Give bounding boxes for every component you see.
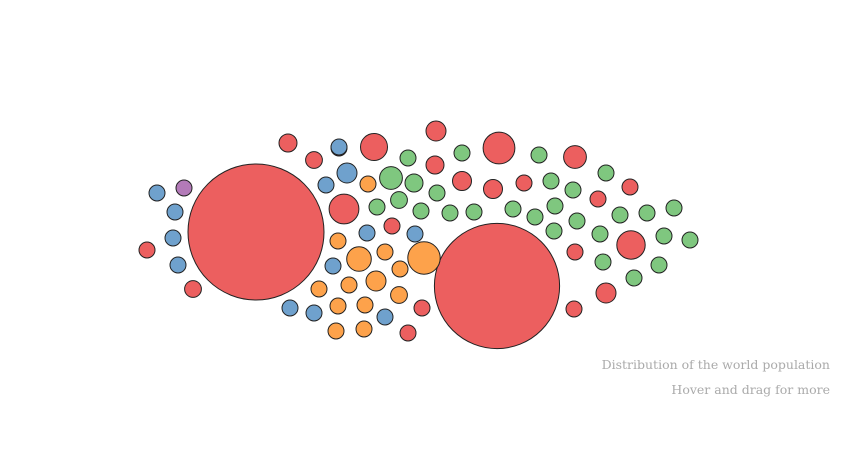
bubble[interactable]	[328, 193, 360, 225]
bubble[interactable]	[148, 184, 166, 202]
bubble[interactable]	[355, 320, 373, 338]
bubble[interactable]	[358, 224, 376, 242]
bubble[interactable]	[665, 199, 683, 217]
bubble[interactable]	[368, 198, 386, 216]
bubble[interactable]	[317, 176, 335, 194]
bubble[interactable]	[530, 146, 548, 164]
bubble[interactable]	[425, 120, 447, 142]
bubble[interactable]	[365, 270, 387, 292]
bubble[interactable]	[310, 280, 328, 298]
bubble[interactable]	[346, 246, 372, 272]
bubble[interactable]	[563, 145, 587, 169]
bubble[interactable]	[281, 299, 299, 317]
bubble[interactable]	[412, 202, 430, 220]
bubble[interactable]	[616, 230, 646, 260]
bubble[interactable]	[526, 208, 544, 226]
bubble[interactable]	[164, 229, 182, 247]
bubble[interactable]	[169, 256, 187, 274]
bubble[interactable]	[360, 133, 388, 161]
bubble[interactable]	[597, 164, 615, 182]
bubble[interactable]	[327, 322, 345, 340]
chart-caption-title: Distribution of the world population	[601, 357, 830, 372]
bubble[interactable]	[399, 149, 417, 167]
bubble[interactable]	[681, 231, 699, 249]
bubble[interactable]	[329, 297, 347, 315]
bubble[interactable]	[305, 151, 323, 169]
bubble[interactable]	[638, 204, 656, 222]
bubble[interactable]	[390, 191, 408, 209]
bubble[interactable]	[383, 217, 401, 235]
bubble[interactable]	[425, 155, 445, 175]
bubble[interactable]	[376, 308, 394, 326]
bubble[interactable]	[589, 190, 607, 208]
bubble[interactable]	[483, 179, 503, 199]
bubble[interactable]	[166, 203, 184, 221]
bubble[interactable]	[433, 222, 561, 350]
bubble[interactable]	[428, 184, 446, 202]
bubble[interactable]	[441, 204, 459, 222]
bubble[interactable]	[591, 225, 609, 243]
bubble[interactable]	[278, 133, 298, 153]
bubble[interactable]	[305, 304, 323, 322]
bubble[interactable]	[406, 225, 424, 243]
bubble[interactable]	[594, 253, 612, 271]
bubble[interactable]	[452, 171, 472, 191]
bubble[interactable]	[138, 241, 156, 259]
bubble[interactable]	[379, 166, 403, 190]
bubble[interactable]	[453, 144, 471, 162]
bubble[interactable]	[564, 181, 582, 199]
bubble[interactable]	[356, 296, 374, 314]
bubble[interactable]	[625, 269, 643, 287]
bubble[interactable]	[407, 241, 441, 275]
bubble[interactable]	[515, 174, 533, 192]
bubble[interactable]	[359, 175, 377, 193]
bubble[interactable]	[545, 222, 563, 240]
bubble[interactable]	[329, 232, 347, 250]
chart-caption-hint: Hover and drag for more	[671, 382, 830, 397]
bubble[interactable]	[391, 260, 409, 278]
bubble[interactable]	[655, 227, 673, 245]
bubble[interactable]	[399, 324, 417, 342]
bubble[interactable]	[565, 300, 583, 318]
bubble[interactable]	[187, 163, 325, 301]
bubble[interactable]	[324, 257, 342, 275]
bubble[interactable]	[568, 212, 586, 230]
bubble[interactable]	[376, 243, 394, 261]
bubble[interactable]	[340, 276, 358, 294]
bubble[interactable]	[504, 200, 522, 218]
bubble[interactable]	[611, 206, 629, 224]
bubble[interactable]	[465, 203, 483, 221]
bubble[interactable]	[330, 138, 348, 156]
bubble[interactable]	[621, 178, 639, 196]
bubble[interactable]	[595, 282, 617, 304]
bubble[interactable]	[175, 179, 193, 197]
bubble[interactable]	[184, 280, 202, 298]
bubble[interactable]	[566, 243, 584, 261]
bubble[interactable]	[542, 172, 560, 190]
bubble[interactable]	[404, 173, 424, 193]
bubble[interactable]	[650, 256, 668, 274]
bubble[interactable]	[546, 197, 564, 215]
bubble[interactable]	[482, 131, 516, 165]
bubble[interactable]	[413, 299, 431, 317]
bubble[interactable]	[336, 162, 358, 184]
bubble[interactable]	[390, 286, 408, 304]
